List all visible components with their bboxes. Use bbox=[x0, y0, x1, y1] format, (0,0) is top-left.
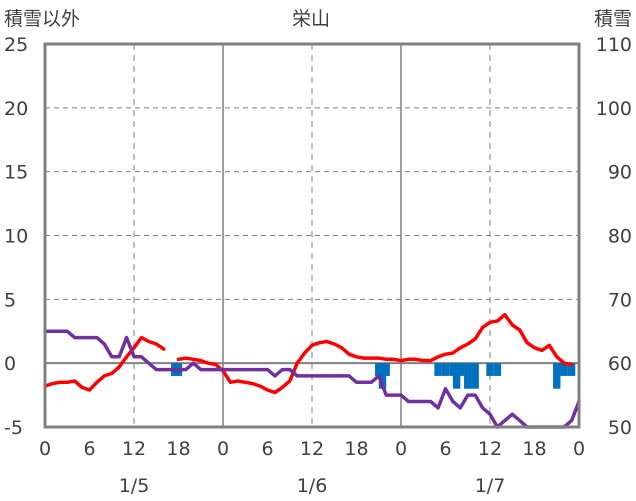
x-axis-ticks: 0 6 12 18 0 6 12 18 0 6 12 18 0 bbox=[39, 438, 585, 460]
right-axis-ticks: 110 100 90 80 70 60 50 bbox=[596, 34, 632, 439]
left-tick-label: -5 bbox=[4, 417, 23, 439]
x-tick-label: 0 bbox=[573, 438, 585, 460]
x-tick-label: 6 bbox=[261, 438, 273, 460]
snowfall-bar bbox=[441, 363, 450, 376]
snowfall-bar bbox=[471, 363, 479, 389]
right-tick-label: 90 bbox=[608, 162, 632, 184]
left-tick-label: 5 bbox=[4, 289, 16, 311]
right-tick-label: 80 bbox=[608, 226, 632, 248]
snowfall-bar bbox=[434, 363, 442, 376]
snowfall-bar bbox=[464, 363, 472, 389]
snowfall-bar bbox=[456, 363, 465, 376]
left-tick-label: 0 bbox=[4, 353, 16, 375]
left-tick-label: 25 bbox=[4, 34, 28, 56]
right-tick-label: 60 bbox=[608, 353, 632, 375]
x-tick-label: 18 bbox=[522, 438, 546, 460]
x-tick-label: 12 bbox=[300, 438, 324, 460]
right-tick-label: 100 bbox=[596, 98, 632, 120]
series-line bbox=[43, 335, 166, 392]
left-tick-label: 20 bbox=[4, 98, 28, 120]
right-tick-label: 110 bbox=[596, 34, 632, 56]
snowfall-bar bbox=[493, 363, 502, 376]
x-tick-label: 6 bbox=[439, 438, 451, 460]
plot-frame bbox=[43, 42, 581, 429]
series-lines bbox=[43, 312, 581, 429]
x-tick-label: 12 bbox=[478, 438, 502, 460]
right-axis-label: 積雪 bbox=[594, 8, 632, 30]
snowfall-bars bbox=[171, 363, 576, 389]
left-axis-ticks: 25 20 15 10 5 0 -5 bbox=[4, 34, 28, 439]
date-label: 1/5 bbox=[119, 475, 150, 497]
date-labels: 1/5 1/6 1/7 bbox=[119, 475, 506, 497]
snowfall-bar bbox=[553, 363, 561, 389]
date-label: 1/6 bbox=[297, 475, 328, 497]
left-axis-label: 積雪以外 bbox=[4, 8, 80, 30]
date-label: 1/7 bbox=[475, 475, 506, 497]
snowfall-bar bbox=[486, 363, 494, 376]
series-line bbox=[176, 312, 574, 395]
left-tick-label: 10 bbox=[4, 226, 28, 248]
x-tick-label: 18 bbox=[344, 438, 368, 460]
x-tick-label: 0 bbox=[39, 438, 51, 460]
series-line bbox=[43, 329, 581, 429]
right-tick-label: 50 bbox=[608, 417, 632, 439]
x-tick-label: 12 bbox=[122, 438, 146, 460]
snowfall-bar bbox=[567, 363, 576, 376]
right-tick-label: 70 bbox=[608, 289, 632, 311]
x-tick-label: 0 bbox=[395, 438, 407, 460]
snowfall-bar bbox=[560, 363, 568, 376]
x-tick-label: 6 bbox=[83, 438, 95, 460]
x-tick-label: 18 bbox=[166, 438, 190, 460]
x-tick-label: 0 bbox=[217, 438, 229, 460]
left-tick-label: 15 bbox=[4, 162, 28, 184]
chart-title: 栄山 bbox=[292, 8, 330, 30]
snowfall-bar bbox=[378, 363, 387, 389]
snowfall-bar bbox=[382, 363, 390, 376]
